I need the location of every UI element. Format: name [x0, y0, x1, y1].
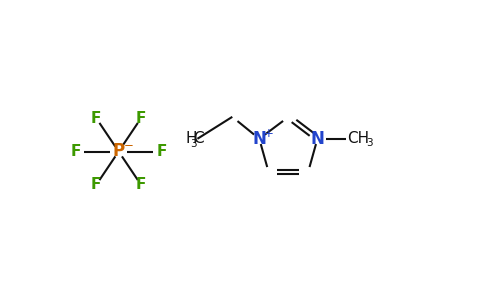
- Text: −: −: [124, 139, 134, 152]
- Text: F: F: [91, 110, 101, 125]
- Text: F: F: [70, 144, 81, 159]
- Text: 3: 3: [366, 138, 373, 148]
- Text: N: N: [311, 130, 324, 148]
- Text: C: C: [194, 131, 204, 146]
- Text: F: F: [91, 178, 101, 193]
- Text: F: F: [136, 110, 146, 125]
- Text: CH: CH: [348, 131, 370, 146]
- Text: F: F: [136, 178, 146, 193]
- Text: P: P: [113, 142, 125, 160]
- Text: N: N: [252, 130, 266, 148]
- Text: H: H: [186, 131, 197, 146]
- Text: +: +: [264, 127, 273, 140]
- Text: F: F: [157, 144, 167, 159]
- Text: 3: 3: [190, 139, 197, 149]
